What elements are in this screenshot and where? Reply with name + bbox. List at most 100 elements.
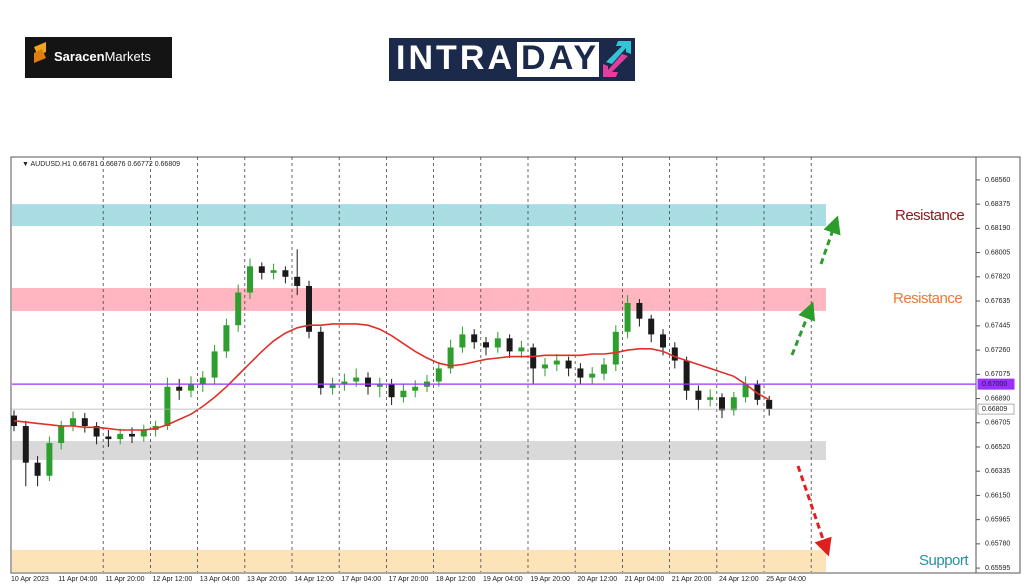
y-tick-label: 0.68005 xyxy=(985,249,1010,256)
chart-header: ▼ AUDUSD.H1 0.66781 0.66876 0.66772 0.66… xyxy=(22,161,180,168)
candle-body xyxy=(376,384,383,387)
candle-body xyxy=(223,325,230,352)
x-tick-label: 25 Apr 04:00 xyxy=(766,576,806,583)
candle-body xyxy=(129,433,135,437)
candle-body xyxy=(258,266,265,273)
x-tick-label: 11 Apr 20:00 xyxy=(105,576,144,583)
candle-body xyxy=(565,360,572,369)
candle-body xyxy=(34,462,41,476)
y-tick-label: 0.67635 xyxy=(985,298,1010,305)
candle-body xyxy=(388,384,395,398)
candle-body xyxy=(660,334,666,348)
annotation: Support xyxy=(919,552,969,569)
y-tick-label: 0.68560 xyxy=(985,177,1010,184)
candle-body xyxy=(211,351,218,378)
candle-body xyxy=(58,426,65,444)
candle-body xyxy=(483,342,489,348)
annotation: Resistance xyxy=(895,207,964,224)
candle-body xyxy=(435,368,442,382)
candle-body xyxy=(294,276,301,286)
candle-body xyxy=(412,386,419,391)
candle-body xyxy=(730,397,737,411)
candle-body xyxy=(601,364,607,374)
x-tick-label: 13 Apr 20:00 xyxy=(247,576,287,583)
candle-body xyxy=(117,433,124,440)
zone xyxy=(12,288,826,311)
y-tick-label: 0.67820 xyxy=(985,274,1010,281)
candle-body xyxy=(81,418,88,427)
candle-body xyxy=(577,368,584,378)
y-tick-label: 0.67075 xyxy=(985,371,1010,378)
zone xyxy=(12,440,826,460)
candle-body xyxy=(518,347,525,352)
candle-body xyxy=(235,292,242,326)
down-arrow xyxy=(796,465,832,557)
last-close: 0.66809 xyxy=(155,161,180,168)
price-level-box xyxy=(977,378,1015,390)
y-tick-label: 0.65780 xyxy=(985,541,1010,548)
y-tick-label: 0.68375 xyxy=(985,201,1010,208)
candle-body xyxy=(636,302,643,319)
candle-body xyxy=(164,386,171,427)
x-tick-label: 19 Apr 20:00 xyxy=(530,576,570,583)
x-tick-label: 17 Apr 04:00 xyxy=(341,576,381,583)
candle-body xyxy=(542,364,548,369)
candle-body xyxy=(506,338,513,352)
candle-body xyxy=(671,347,678,361)
candle-body xyxy=(93,426,100,437)
banner-part-2: DAY xyxy=(521,39,596,77)
candle-body xyxy=(22,426,29,463)
candle-body xyxy=(11,415,17,427)
last-high: 0.66876 xyxy=(100,161,125,168)
price-level-label: 0.67000 xyxy=(982,381,1007,388)
up-arrow xyxy=(819,215,841,265)
x-tick-label: 14 Apr 12:00 xyxy=(294,576,334,583)
y-tick-label: 0.65965 xyxy=(985,516,1010,523)
candle-body xyxy=(754,384,761,400)
x-tick-label: 18 Apr 12:00 xyxy=(436,576,476,583)
candle-body xyxy=(176,386,183,391)
y-tick-label: 0.65595 xyxy=(985,565,1010,572)
symbol: AUDUSD.H1 xyxy=(31,161,72,168)
candle-body xyxy=(553,360,560,365)
candle-body xyxy=(247,266,253,293)
candle-body xyxy=(270,270,277,273)
y-tick-label: 0.66150 xyxy=(985,492,1010,499)
candle-body xyxy=(742,384,749,398)
candle-body xyxy=(648,318,655,335)
candle-body xyxy=(341,381,348,385)
zone xyxy=(12,204,826,226)
chart-frame xyxy=(10,156,1021,574)
y-tick-label: 0.68190 xyxy=(985,225,1010,232)
candle-body xyxy=(140,429,147,437)
x-tick-label: 20 Apr 12:00 xyxy=(577,576,617,583)
x-tick-label: 19 Apr 04:00 xyxy=(483,576,523,583)
brand-logo: SaracenMarkets xyxy=(25,37,172,78)
x-tick-label: 17 Apr 20:00 xyxy=(389,576,429,583)
y-tick-label: 0.66335 xyxy=(985,468,1010,475)
candle-body xyxy=(494,338,501,348)
candle-body xyxy=(719,397,725,411)
brand-light: Markets xyxy=(105,49,152,64)
banner: INTRA DAY xyxy=(389,38,635,81)
svg-text:SaracenMarkets: SaracenMarkets xyxy=(54,49,151,64)
x-tick-label: 10 Apr 2023 xyxy=(11,576,49,583)
y-tick-label: 0.66520 xyxy=(985,444,1010,451)
candle-body xyxy=(188,384,194,391)
candle-body xyxy=(317,331,324,389)
candle-body xyxy=(105,436,112,440)
candle-body xyxy=(612,331,619,365)
zone xyxy=(12,549,826,572)
banner-part-1: INTRA xyxy=(396,39,512,77)
x-tick-label: 21 Apr 20:00 xyxy=(672,576,712,583)
price-level-label: 0.66809 xyxy=(982,406,1007,413)
brand-bold: Saracen xyxy=(54,49,105,64)
candle-body xyxy=(282,270,289,277)
candle-body xyxy=(707,397,714,400)
y-tick-label: 0.67260 xyxy=(985,347,1010,354)
price-level-box xyxy=(977,403,1015,415)
x-tick-label: 24 Apr 12:00 xyxy=(719,576,759,583)
x-tick-label: 11 Apr 04:00 xyxy=(58,576,97,583)
